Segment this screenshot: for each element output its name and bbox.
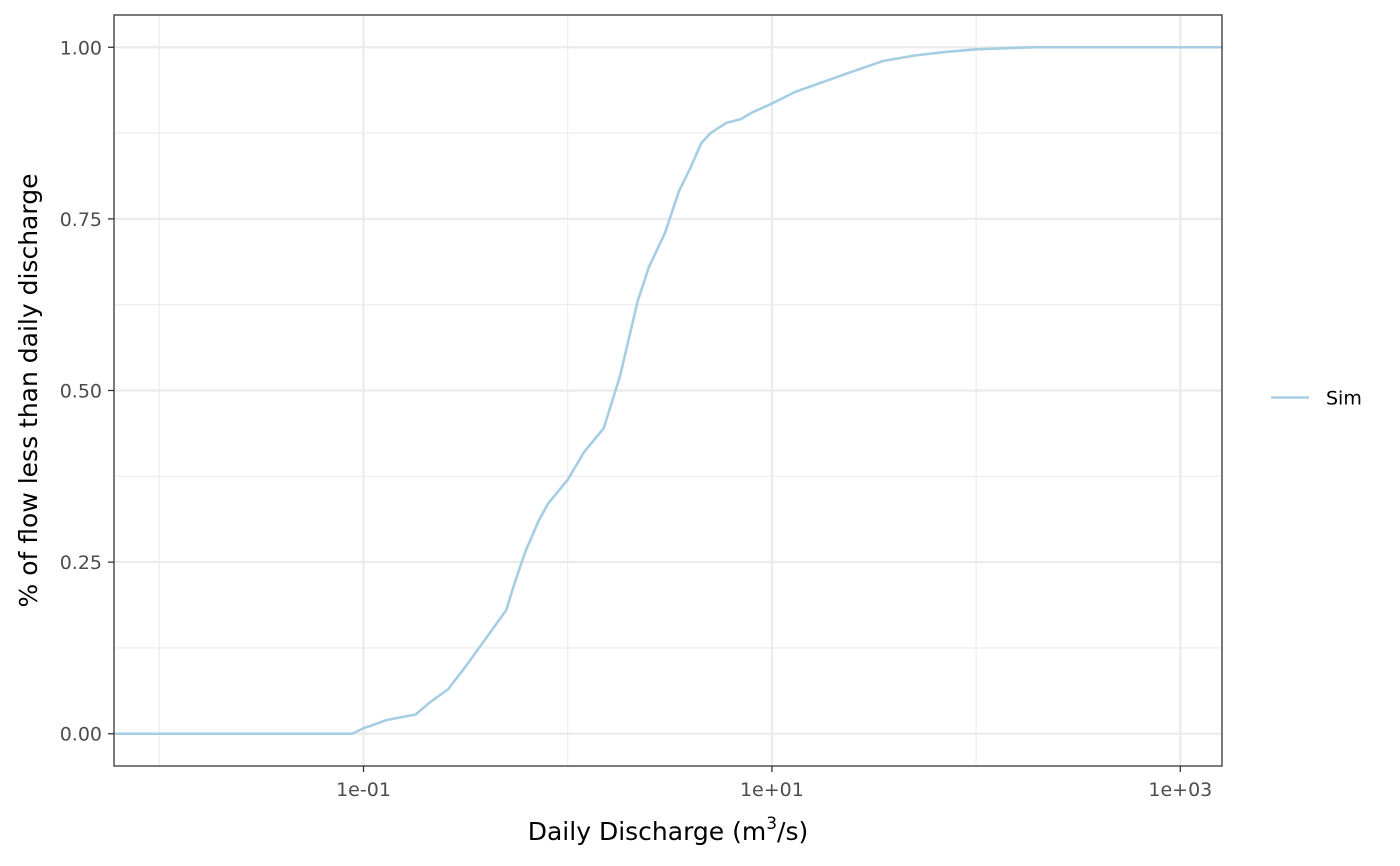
y-tick-label-3: 0.75: [60, 209, 102, 231]
legend-label-sim: Sim: [1326, 388, 1362, 410]
y-tick-label-2: 0.50: [60, 381, 102, 403]
y-axis: 0.00 0.25 0.50 0.75 1.00: [60, 37, 114, 746]
x-tick-label-0: 1e-01: [336, 779, 391, 801]
x-tick-label-1: 1e+01: [740, 779, 804, 801]
x-axis-title-suffix: /s): [777, 817, 808, 846]
legend: Sim: [1271, 388, 1362, 410]
y-tick-label-4: 1.00: [60, 37, 102, 59]
series-layer: [114, 45, 1222, 736]
x-tick-label-2: 1e+03: [1148, 779, 1212, 801]
x-axis-title-main: Daily Discharge (m: [528, 817, 766, 846]
x-axis-title-superscript: 3: [766, 814, 777, 834]
x-axis-title: Daily Discharge (m3/s): [528, 814, 809, 846]
x-axis: 1e-01 1e+01 1e+03: [336, 766, 1212, 801]
y-tick-label-1: 0.25: [60, 552, 102, 574]
minor-grid: [114, 15, 1222, 766]
y-tick-label-0: 0.00: [60, 724, 102, 746]
y-axis-title: % of flow less than daily discharge: [14, 174, 43, 608]
series-line-sim: [114, 45, 1222, 736]
